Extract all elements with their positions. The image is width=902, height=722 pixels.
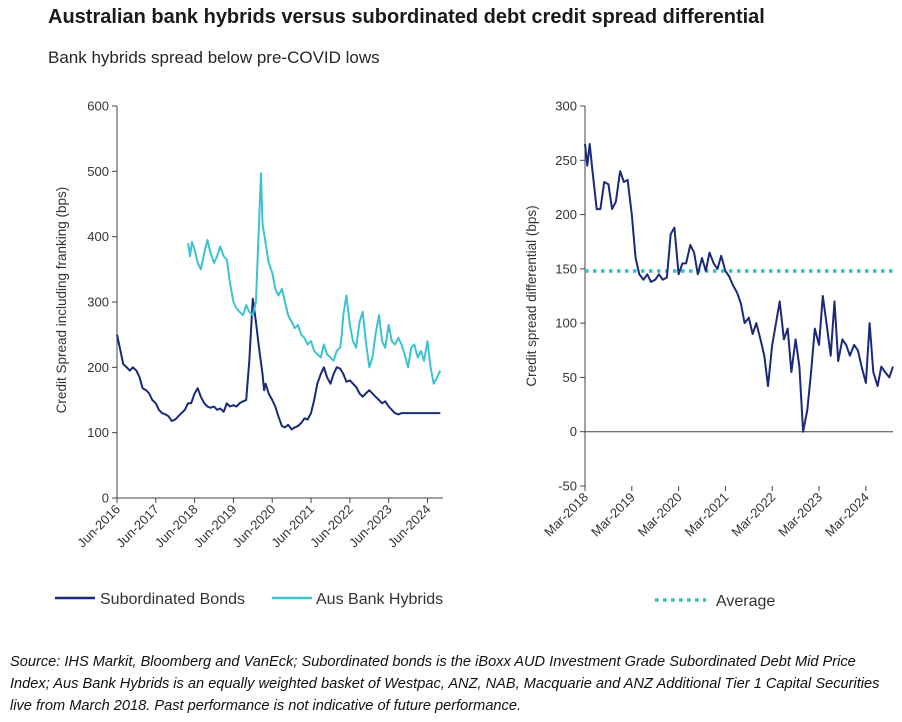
left-chart: 0 100 200 300 400 500 600 Jun-2016Jun-2017Jun-…: [54, 99, 443, 551]
legend-label-aus-bank-hybrids: Aus Bank Hybrids: [316, 591, 443, 608]
chart-subtitle: Bank hybrids spread below pre-COVID lows: [48, 48, 380, 67]
series-line-subordinated-bonds: [116, 297, 441, 431]
left-y-tick-label: 200: [87, 360, 109, 375]
right-x-axis: Mar-2018Mar-2019Mar-2020Mar-2021Mar-2022…: [541, 431, 893, 540]
chart-title: Australian bank hybrids versus subordina…: [48, 6, 765, 28]
right-x-tick-label: Mar-2019: [588, 490, 638, 540]
legend-label-average: Average: [716, 593, 775, 610]
right-y-tick-label: 0: [570, 424, 577, 439]
right-y-tick-label: -50: [558, 479, 577, 494]
right-x-tick-label: Mar-2024: [822, 490, 872, 540]
series-line-differential: [584, 143, 894, 433]
left-y-axis: 0 100 200 300 400 500 600: [87, 99, 118, 506]
left-y-axis-label: Credit Spread including franking (bps): [54, 187, 69, 414]
left-series-lines: [116, 172, 442, 431]
right-y-tick-label: 250: [555, 153, 577, 168]
left-y-tick-label: 400: [87, 229, 109, 244]
series-line-aus-bank-hybrids: [187, 172, 442, 385]
left-y-tick-label: 600: [87, 99, 109, 114]
right-x-tick-label: Mar-2022: [728, 490, 778, 540]
right-x-tick-label: Mar-2018: [541, 490, 591, 540]
right-y-tick-label: 200: [555, 207, 577, 222]
right-x-tick-label: Mar-2021: [682, 490, 732, 540]
right-y-tick-label: 150: [555, 261, 577, 276]
right-y-tick-label: 300: [555, 99, 577, 114]
left-y-tick-label: 500: [87, 164, 109, 179]
legend-label-subordinated-bonds: Subordinated Bonds: [100, 591, 245, 608]
right-x-tick-label: Mar-2020: [635, 490, 685, 540]
left-x-tick-label: Jun-2024: [385, 502, 434, 551]
left-y-tick-label: 0: [102, 491, 109, 506]
right-series-lines: [584, 143, 894, 433]
right-y-axis: -50 0 50 100 150 200 250 300: [555, 99, 586, 494]
left-x-axis: Jun-2016Jun-2017Jun-2018Jun-2019Jun-2020…: [74, 497, 443, 551]
right-y-axis-label: Credit spread differential (bps): [524, 205, 539, 386]
right-y-tick-label: 50: [563, 370, 577, 385]
left-y-tick-label: 100: [87, 425, 109, 440]
left-legend: Subordinated Bonds Aus Bank Hybrids: [55, 591, 443, 608]
left-y-tick-label: 300: [87, 295, 109, 310]
right-x-tick-label: Mar-2023: [775, 490, 825, 540]
right-y-tick-label: 100: [555, 316, 577, 331]
right-legend: Average: [655, 593, 775, 610]
source-note: Source: IHS Markit, Bloomberg and VanEck…: [10, 654, 880, 714]
